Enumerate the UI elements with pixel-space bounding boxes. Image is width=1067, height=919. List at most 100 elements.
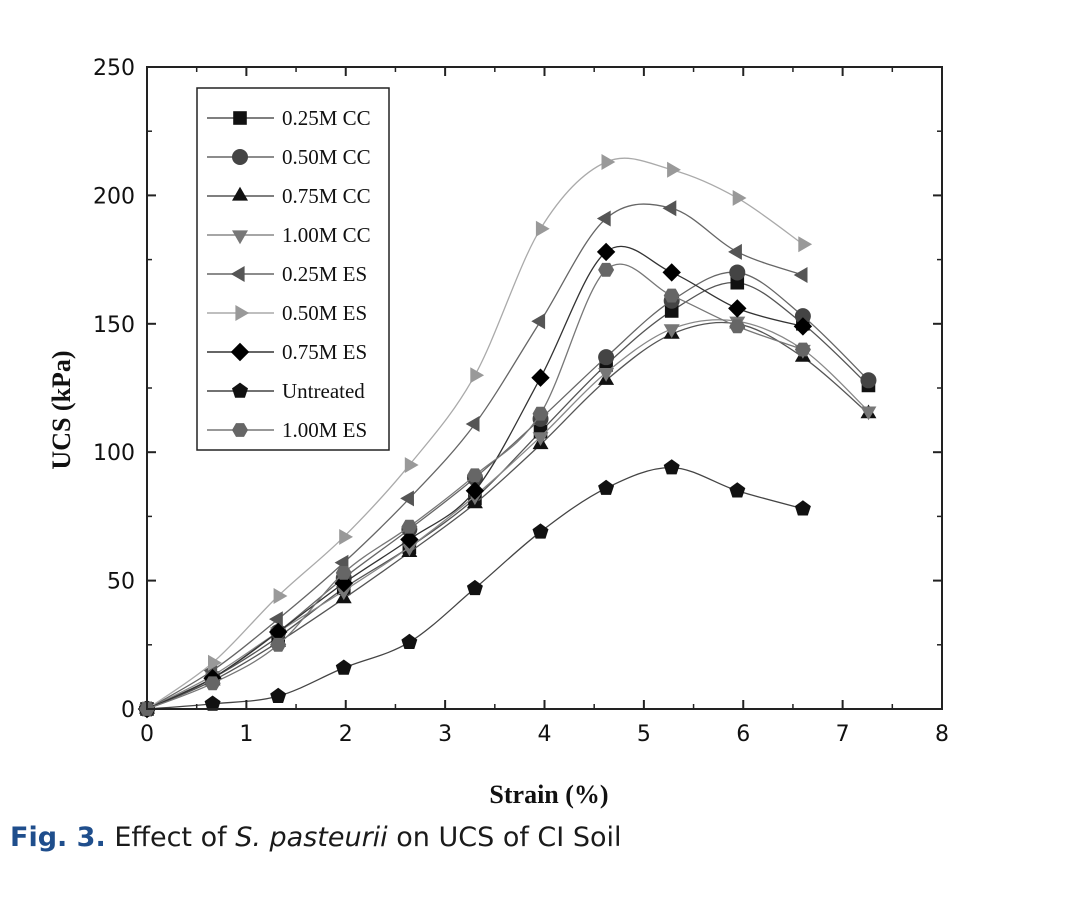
data-point-1-00m-cc-3 xyxy=(335,586,352,601)
data-point-untreated-7 xyxy=(598,479,615,495)
ucs-strain-chart: 0 1 2 3 4 5 6 7 8 0 50 100 150 200 250 Strain (%) UCS … xyxy=(47,56,949,809)
series-1-00m-es xyxy=(139,262,811,716)
data-point-0-75m-es-6 xyxy=(531,368,550,387)
legend-label-0-75m-es: 0.75M ES xyxy=(282,340,367,364)
data-point-1-00m-es-3 xyxy=(335,566,352,580)
y-tick-label: 50 xyxy=(107,570,135,595)
legend-marker-0-75m-cc xyxy=(232,186,248,201)
legend-item-untreated: Untreated xyxy=(207,379,365,403)
x-tick-label: 5 xyxy=(637,722,651,747)
legend-marker-0-25m-cc xyxy=(233,111,247,125)
y-tick-label: 150 xyxy=(93,313,135,338)
series-0-50m-es xyxy=(142,154,813,717)
data-point-0-25m-es-5 xyxy=(465,416,480,432)
data-point-untreated-3 xyxy=(335,659,352,675)
y-tick-label: 100 xyxy=(93,441,135,466)
legend: 0.25M CC 0.50M CC 0.75M CC 1.00M CC 0.25M ES… xyxy=(207,106,371,442)
legend-label-untreated: Untreated xyxy=(282,379,365,403)
legend-label-0-25m-es: 0.25M ES xyxy=(282,262,367,286)
legend-item-0-50m-es: 0.50M ES xyxy=(207,301,367,325)
data-point-0-25m-es-8 xyxy=(662,200,677,217)
caption-italic-species: S. pasteurii xyxy=(235,822,388,853)
x-tick-label: 7 xyxy=(836,722,850,747)
data-point-0-50m-es-4 xyxy=(404,457,419,473)
data-point-0-50m-es-8 xyxy=(667,161,681,178)
data-point-1-00m-es-9 xyxy=(729,319,746,334)
data-point-untreated-5 xyxy=(466,579,483,596)
data-point-0-75m-es-5 xyxy=(465,481,485,500)
data-point-0-25m-es-2 xyxy=(269,611,283,628)
data-point-0-75m-es-8 xyxy=(662,263,681,282)
axis-ticks: 0 1 2 3 4 5 6 7 8 0 50 100 150 200 250 xyxy=(93,56,949,747)
data-point-0-50m-es-10 xyxy=(798,236,813,253)
data-point-untreated-9 xyxy=(729,482,746,498)
data-point-1-00m-es-10 xyxy=(794,342,811,357)
legend-marker-0-25m-es xyxy=(230,266,245,282)
data-point-1-00m-cc-4 xyxy=(401,542,418,557)
x-tick-label: 1 xyxy=(239,722,253,747)
legend-label-0-50m-es: 0.50M ES xyxy=(282,301,367,325)
x-tick-label: 0 xyxy=(140,722,154,747)
series-line-0-75m-es xyxy=(146,245,804,710)
data-point-1-00m-es-4 xyxy=(401,519,418,534)
x-tick-label: 2 xyxy=(339,722,353,747)
legend-label-1-00m-cc: 1.00M CC xyxy=(282,223,371,247)
data-point-0-25m-es-9 xyxy=(728,243,742,260)
x-tick-label: 8 xyxy=(935,722,949,747)
plot-series xyxy=(137,154,877,719)
data-point-0-50m-es-5 xyxy=(470,367,485,384)
x-tick-label: 6 xyxy=(736,722,750,747)
series-line-1-00m-es xyxy=(146,263,804,710)
data-point-0-25m-es-6 xyxy=(531,313,546,330)
data-point-0-25m-es-10 xyxy=(793,267,808,283)
x-tick-label: 3 xyxy=(438,722,452,747)
legend-marker-1-00m-cc xyxy=(232,230,248,245)
series-untreated xyxy=(139,459,811,716)
data-point-1-00m-cc-6 xyxy=(532,432,549,446)
data-point-0-50m-cc-9 xyxy=(729,264,746,281)
data-point-0-50m-es-3 xyxy=(339,529,353,545)
y-tick-label: 200 xyxy=(93,184,135,209)
legend-item-1-00m-es: 1.00M ES xyxy=(207,418,367,442)
data-point-1-00m-es-7 xyxy=(598,262,615,277)
data-point-1-00m-es-1 xyxy=(204,676,221,691)
legend-item-0-25m-cc: 0.25M CC xyxy=(207,106,371,130)
data-point-1-00m-es-6 xyxy=(532,406,549,421)
x-axis-title: Strain (%) xyxy=(489,780,608,809)
data-point-1-00m-es-2 xyxy=(270,637,287,652)
data-point-0-50m-es-7 xyxy=(601,154,616,170)
data-point-0-75m-es-9 xyxy=(728,299,747,318)
figure-label: Fig. 3. xyxy=(10,822,106,853)
data-point-0-75m-es-3 xyxy=(334,574,353,593)
data-point-1-00m-es-8 xyxy=(663,288,680,303)
y-axis-title: UCS (kPa) xyxy=(47,350,76,469)
data-point-0-25m-es-4 xyxy=(400,490,414,507)
data-point-untreated-8 xyxy=(663,459,680,475)
data-point-0-75m-es-10 xyxy=(793,317,813,336)
y-tick-label: 250 xyxy=(93,56,135,81)
data-point-0-50m-es-6 xyxy=(535,220,550,237)
data-point-untreated-10 xyxy=(794,500,811,516)
legend-item-0-25m-es: 0.25M ES xyxy=(207,262,367,286)
data-point-0-75m-es-2 xyxy=(269,622,288,642)
data-point-untreated-4 xyxy=(401,633,418,649)
data-point-untreated-1 xyxy=(204,695,221,711)
y-tick-label: 0 xyxy=(121,698,135,723)
legend-item-0-50m-cc: 0.50M CC xyxy=(207,145,371,169)
legend-marker-0-50m-es xyxy=(235,305,250,321)
data-point-0-50m-es-1 xyxy=(208,654,222,671)
data-point-1-00m-cc-7 xyxy=(598,368,615,382)
x-tick-label: 4 xyxy=(538,722,552,747)
data-point-0-50m-cc-11 xyxy=(860,372,877,389)
data-point-untreated-6 xyxy=(532,523,549,539)
legend-marker-0-50m-cc xyxy=(232,149,248,165)
data-point-0-50m-es-2 xyxy=(273,588,288,604)
data-point-1-00m-es-5 xyxy=(466,468,483,483)
series-0-25m-es xyxy=(137,200,808,717)
legend-item-0-75m-cc: 0.75M CC xyxy=(207,184,371,208)
legend-marker-1-00m-es xyxy=(232,423,248,437)
legend-label-1-00m-es: 1.00M ES xyxy=(282,418,367,442)
data-point-0-75m-es-7 xyxy=(596,242,616,262)
caption-text-before: Effect of xyxy=(105,822,236,853)
data-point-0-50m-cc-7 xyxy=(598,349,615,366)
